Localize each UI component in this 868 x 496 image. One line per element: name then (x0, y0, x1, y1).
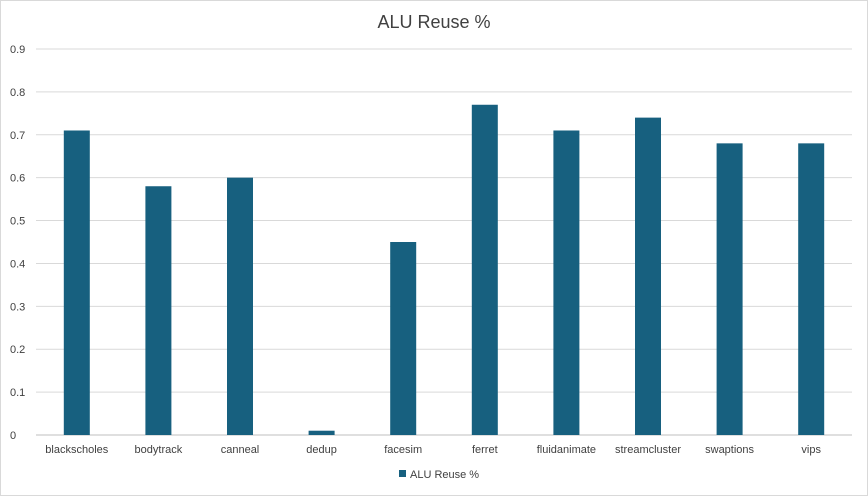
bar-streamcluster (635, 117, 661, 435)
bar-vips (798, 143, 825, 435)
x-tick-label: facesim (384, 444, 422, 456)
y-tick-label: 0.7 (10, 130, 25, 142)
bar-canneal (227, 177, 253, 435)
y-tick-label: 0.6 (10, 173, 25, 185)
bars (63, 104, 825, 435)
y-tick-label: 0.9 (10, 44, 25, 56)
y-tick-label: 0.5 (10, 216, 25, 228)
bar-bodytrack (145, 186, 172, 435)
y-tick-label: 0.1 (10, 387, 25, 399)
x-tick-label: fluidanimate (537, 444, 596, 456)
x-tick-label: swaptions (705, 444, 754, 456)
x-tick-label: blackscholes (45, 444, 108, 456)
bar-ferret (471, 104, 498, 435)
chart-title: ALU Reuse % (377, 12, 490, 32)
y-tick-label: 0.2 (10, 344, 25, 356)
x-tick-label: bodytrack (135, 444, 183, 456)
bar-fluidanimate (553, 130, 580, 435)
legend: ALU Reuse % (399, 469, 479, 481)
x-tick-label: vips (801, 444, 821, 456)
x-tick-label: dedup (306, 444, 337, 456)
y-tick-label: 0.4 (10, 258, 25, 270)
gridlines (36, 48, 852, 436)
x-tick-label: ferret (472, 444, 498, 456)
y-tick-label: 0.8 (10, 87, 25, 99)
y-axis-ticks: 0 0.1 0.2 0.3 0.4 0.5 0.6 0.7 0.8 0.9 (10, 44, 25, 442)
x-tick-label: canneal (221, 444, 260, 456)
legend-label: ALU Reuse % (410, 469, 479, 481)
legend-swatch (399, 470, 406, 477)
x-tick-label: streamcluster (615, 444, 681, 456)
x-axis-ticks: blackscholes bodytrack canneal dedup facesim… (45, 444, 821, 456)
bar-facesim (390, 242, 417, 435)
bar-blackscholes (63, 130, 90, 435)
y-tick-label: 0.3 (10, 301, 25, 313)
y-tick-label: 0 (10, 430, 16, 442)
bar-swaptions (716, 143, 743, 435)
bar-dedup (308, 430, 335, 435)
